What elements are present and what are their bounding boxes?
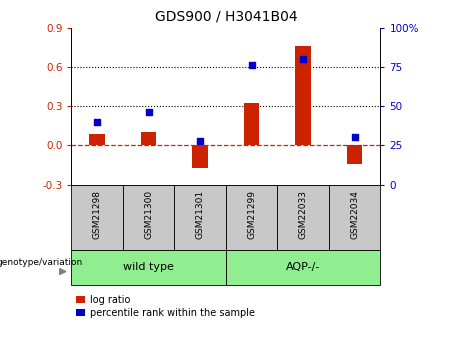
Bar [329, 185, 380, 250]
Bar [71, 185, 123, 250]
Point [351, 135, 358, 140]
Bar [226, 250, 380, 285]
Text: genotype/variation: genotype/variation [0, 258, 83, 267]
Title: GDS900 / H3041B04: GDS900 / H3041B04 [154, 10, 297, 24]
Bar [226, 185, 278, 250]
Point [94, 119, 101, 125]
Bar [278, 185, 329, 250]
Bar [123, 185, 174, 250]
Point [300, 56, 307, 62]
Text: GSM22034: GSM22034 [350, 190, 359, 239]
Text: GSM21301: GSM21301 [195, 190, 205, 239]
Bar [347, 145, 362, 164]
Point [145, 110, 152, 115]
Text: GSM22033: GSM22033 [299, 190, 307, 239]
Bar [89, 134, 105, 145]
Bar [296, 46, 311, 145]
Bar [244, 104, 260, 145]
Bar [174, 185, 226, 250]
Bar [192, 145, 208, 168]
Text: GSM21299: GSM21299 [247, 190, 256, 239]
Text: GSM21300: GSM21300 [144, 190, 153, 239]
Bar [71, 250, 226, 285]
Legend: log ratio, percentile rank within the sample: log ratio, percentile rank within the sa… [77, 295, 255, 318]
Point [196, 138, 204, 144]
Text: GSM21298: GSM21298 [93, 190, 102, 239]
Text: AQP-/-: AQP-/- [286, 263, 320, 272]
Bar [141, 132, 156, 145]
Text: wild type: wild type [123, 263, 174, 272]
Point [248, 62, 255, 68]
